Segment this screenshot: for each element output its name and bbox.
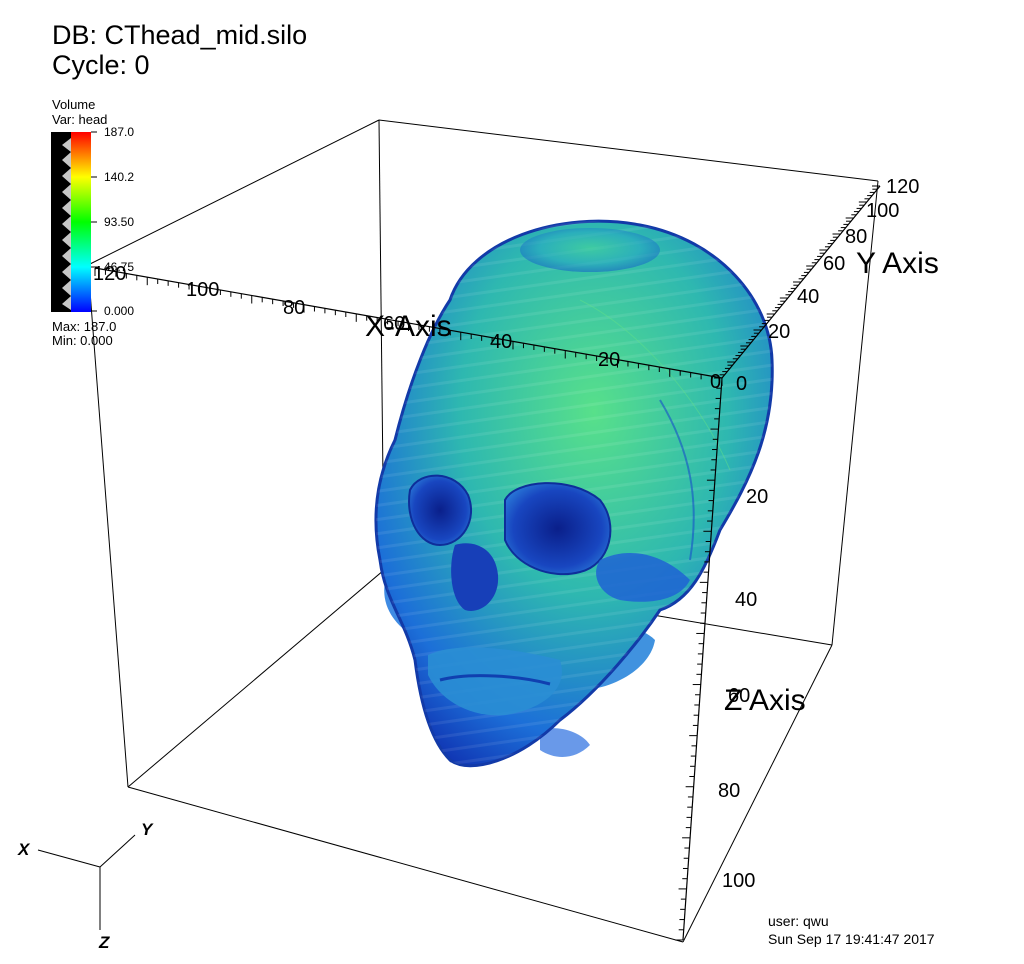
x-tick-label: 80 bbox=[283, 297, 305, 319]
z-tick-label: 40 bbox=[735, 589, 757, 611]
z-axis-line bbox=[675, 377, 723, 941]
legend-plot-type: Volume bbox=[52, 97, 96, 112]
x-tick-label: 0 bbox=[710, 371, 721, 393]
z-axis-title: Z Axis bbox=[724, 684, 806, 717]
x-axis-title: X-Axis bbox=[365, 310, 452, 343]
z-tick-label: 60 bbox=[728, 685, 750, 707]
y-tick-label: 20 bbox=[768, 321, 790, 343]
x-axis-line bbox=[94, 267, 723, 386]
y-axis-title: Y Axis bbox=[856, 247, 939, 280]
x-tick-label: 120 bbox=[93, 263, 126, 285]
triad-z-label: Z bbox=[98, 933, 110, 952]
legend-tick: 46.75 bbox=[104, 260, 135, 274]
legend-min: Min: 0.000 bbox=[52, 333, 113, 348]
legend-tick: 93.50 bbox=[104, 215, 135, 229]
cycle-label: Cycle: 0 bbox=[52, 50, 150, 80]
legend-tick: 140.2 bbox=[104, 170, 135, 184]
z-tick-label: 80 bbox=[718, 780, 740, 802]
y-tick-label: 120 bbox=[886, 176, 919, 198]
user-label: user: qwu bbox=[768, 913, 829, 929]
orientation-triad bbox=[37, 834, 136, 930]
y-tick-label: 60 bbox=[823, 253, 845, 275]
y-tick-label: 100 bbox=[866, 200, 899, 222]
x-tick-label: 100 bbox=[186, 279, 219, 301]
database-label: DB: CThead_mid.silo bbox=[52, 20, 308, 50]
x-tick-label: 60 bbox=[383, 313, 405, 335]
skull-volume-render[interactable] bbox=[374, 219, 774, 768]
y-axis-line bbox=[714, 185, 881, 379]
x-tick-label: 40 bbox=[490, 331, 512, 353]
timestamp-label: Sun Sep 17 19:41:47 2017 bbox=[768, 931, 935, 947]
y-tick-label: 0 bbox=[736, 373, 747, 395]
z-tick-label: 20 bbox=[746, 486, 768, 508]
x-tick-label: 20 bbox=[598, 349, 620, 371]
z-tick-label: 100 bbox=[722, 870, 755, 892]
legend-colorbar bbox=[51, 131, 97, 312]
triad-y-label: Y bbox=[141, 820, 154, 839]
legend-tick-min: 0.000 bbox=[104, 304, 135, 318]
legend-tick-max: 187.0 bbox=[104, 125, 135, 139]
y-tick-label: 80 bbox=[845, 226, 867, 248]
triad-x-label: X bbox=[17, 840, 31, 859]
legend-max: Max: 187.0 bbox=[52, 319, 117, 334]
legend-variable: Var: head bbox=[52, 112, 108, 127]
y-tick-label: 40 bbox=[797, 286, 819, 308]
